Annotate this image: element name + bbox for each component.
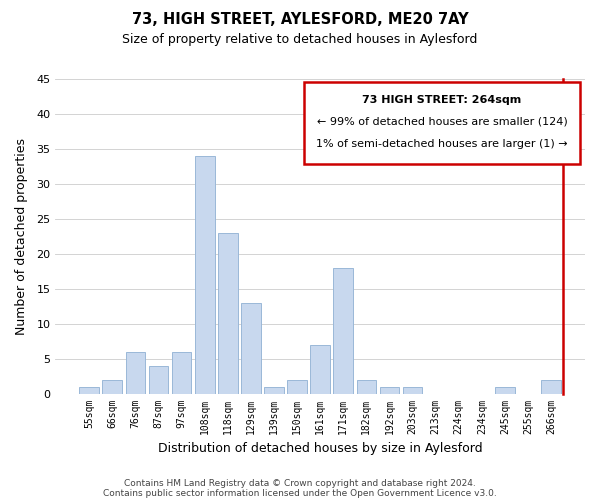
- Text: 73 HIGH STREET: 264sqm: 73 HIGH STREET: 264sqm: [362, 94, 521, 104]
- Bar: [356, 380, 376, 394]
- Bar: [264, 386, 284, 394]
- Text: 1% of semi-detached houses are larger (1) →: 1% of semi-detached houses are larger (1…: [316, 139, 568, 149]
- Text: ← 99% of detached houses are smaller (124): ← 99% of detached houses are smaller (12…: [317, 116, 568, 126]
- Bar: [287, 380, 307, 394]
- FancyBboxPatch shape: [304, 82, 580, 164]
- Text: Size of property relative to detached houses in Aylesford: Size of property relative to detached ho…: [122, 32, 478, 46]
- Text: Contains HM Land Registry data © Crown copyright and database right 2024.: Contains HM Land Registry data © Crown c…: [124, 478, 476, 488]
- Bar: [403, 386, 422, 394]
- Bar: [149, 366, 169, 394]
- Bar: [495, 386, 515, 394]
- Bar: [172, 352, 191, 394]
- Bar: [541, 380, 561, 394]
- Bar: [310, 344, 330, 394]
- Text: 73, HIGH STREET, AYLESFORD, ME20 7AY: 73, HIGH STREET, AYLESFORD, ME20 7AY: [131, 12, 469, 28]
- Y-axis label: Number of detached properties: Number of detached properties: [15, 138, 28, 335]
- Bar: [241, 302, 260, 394]
- Bar: [103, 380, 122, 394]
- X-axis label: Distribution of detached houses by size in Aylesford: Distribution of detached houses by size …: [158, 442, 482, 455]
- Bar: [218, 233, 238, 394]
- Bar: [79, 386, 99, 394]
- Bar: [380, 386, 399, 394]
- Bar: [125, 352, 145, 394]
- Bar: [195, 156, 215, 394]
- Bar: [334, 268, 353, 394]
- Text: Contains public sector information licensed under the Open Government Licence v3: Contains public sector information licen…: [103, 488, 497, 498]
